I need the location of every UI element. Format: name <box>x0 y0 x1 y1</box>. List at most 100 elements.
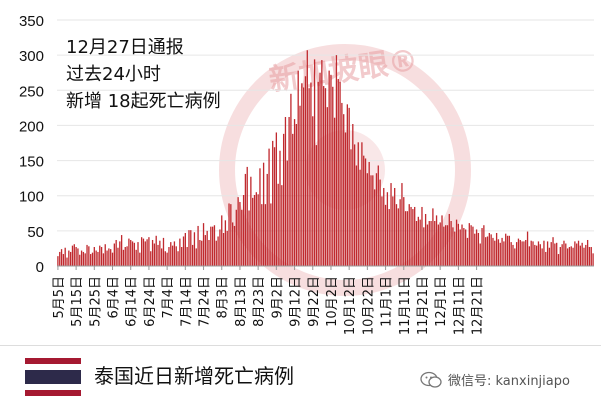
bar <box>124 247 126 266</box>
bar <box>324 88 327 267</box>
y-tick-label: 300 <box>19 48 44 65</box>
bar <box>386 192 389 266</box>
bar <box>364 158 367 266</box>
y-axis: 0 50 100 150 200 250 300 350 <box>19 13 44 276</box>
bar <box>526 231 529 266</box>
bar <box>463 228 465 266</box>
bar <box>508 235 511 266</box>
bar <box>332 86 334 267</box>
bar <box>525 239 527 266</box>
bar <box>93 247 95 266</box>
bar <box>66 257 68 266</box>
bar <box>235 209 237 266</box>
bar <box>486 236 489 266</box>
bar <box>120 235 123 266</box>
bar <box>97 251 99 266</box>
x-tick-label: 5月15日 <box>70 276 85 327</box>
bar <box>130 239 132 266</box>
bar <box>576 243 578 266</box>
bar <box>448 213 450 266</box>
bar <box>492 237 494 266</box>
bar <box>326 107 328 267</box>
bar <box>446 225 449 266</box>
bar <box>423 227 425 266</box>
bar <box>99 245 101 266</box>
bar <box>475 229 478 266</box>
bar <box>432 208 434 266</box>
bar <box>557 254 560 266</box>
bar <box>241 209 243 266</box>
bar <box>199 239 201 266</box>
bar <box>361 142 363 266</box>
bar <box>556 242 558 266</box>
bar <box>421 206 423 266</box>
bar <box>161 248 163 266</box>
bar <box>392 196 394 266</box>
x-tick-label: 6月14日 <box>125 276 140 327</box>
bar <box>317 81 319 266</box>
bar <box>519 239 521 266</box>
bar <box>474 233 476 266</box>
bar <box>279 150 281 266</box>
bar <box>208 239 210 266</box>
bar <box>563 240 565 266</box>
bar <box>501 237 503 266</box>
bar <box>537 241 540 266</box>
bar <box>572 247 574 266</box>
bar <box>543 240 545 266</box>
bar <box>293 119 296 266</box>
bar <box>164 251 166 266</box>
bar <box>337 79 339 266</box>
bar <box>366 173 369 266</box>
bar <box>226 230 228 266</box>
bar <box>461 224 463 266</box>
y-tick-label: 100 <box>19 189 44 206</box>
bar <box>191 244 194 266</box>
bar <box>197 225 199 266</box>
bar <box>217 236 219 266</box>
wechat-id: 微信号: kanxinjiapo <box>448 374 570 389</box>
bar <box>119 241 121 266</box>
bar <box>261 204 263 266</box>
bar <box>452 227 454 266</box>
bar <box>246 166 248 266</box>
bar <box>219 229 221 266</box>
bar <box>570 246 572 266</box>
bars-group <box>57 50 594 267</box>
bar <box>273 147 276 266</box>
bar <box>71 245 74 266</box>
bar <box>506 235 509 266</box>
bar <box>424 213 427 266</box>
bar <box>401 183 403 266</box>
bar <box>372 175 374 266</box>
bar <box>268 148 270 266</box>
bar <box>363 155 365 266</box>
bar <box>252 197 254 266</box>
bar <box>162 237 165 266</box>
bar <box>588 247 591 266</box>
bar <box>379 179 381 266</box>
bar <box>583 247 585 266</box>
bar <box>388 209 390 266</box>
y-tick-label: 250 <box>19 83 44 100</box>
x-tick-label: 5月25日 <box>88 276 103 327</box>
bar <box>397 208 399 266</box>
bar <box>153 243 156 266</box>
bar <box>546 241 549 266</box>
bar <box>468 223 470 266</box>
y-tick-label: 150 <box>19 154 44 171</box>
bar <box>301 83 303 266</box>
x-tick-label: 12月21日 <box>471 276 486 335</box>
bar <box>248 210 250 266</box>
bar <box>472 226 474 266</box>
bar <box>426 224 429 266</box>
x-tick-label: 7月24日 <box>198 276 213 327</box>
x-tick-label: 12月1日 <box>434 276 449 327</box>
bar <box>485 237 487 266</box>
bar <box>323 86 325 266</box>
footer: 泰国近日新增死亡病例 微信号: kanxinjiapo <box>0 345 601 409</box>
annotation-line: 新增 18起死亡病例 <box>66 91 221 112</box>
bar <box>201 240 203 266</box>
bar <box>266 173 268 266</box>
